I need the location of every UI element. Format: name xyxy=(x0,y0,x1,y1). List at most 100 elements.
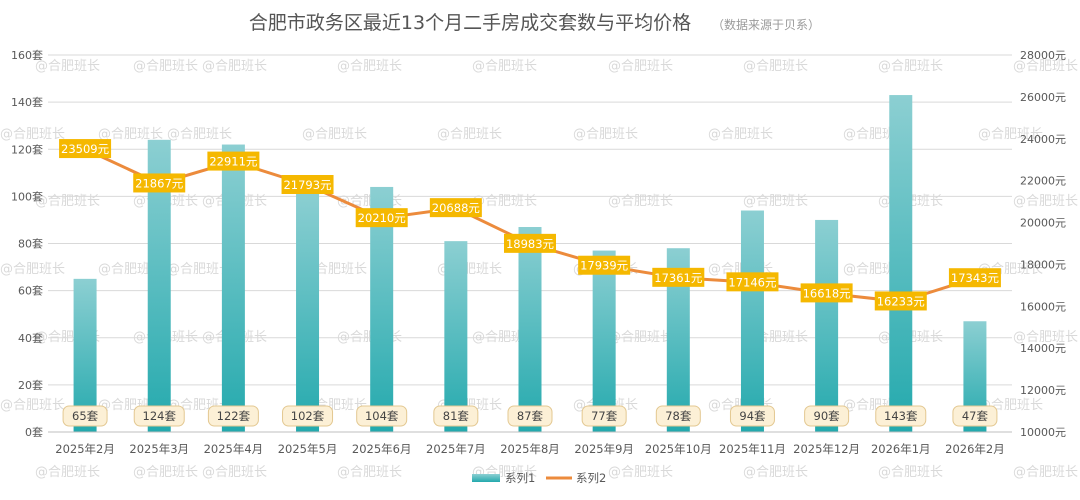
x-tick-label: 2025年9月 xyxy=(574,442,634,456)
y-right-tick-label: 24000元 xyxy=(1020,133,1066,146)
watermark-text: @合肥班长 xyxy=(1013,194,1078,209)
watermark-text: @合肥班长 xyxy=(0,127,65,142)
watermark-text: @合肥班长 xyxy=(743,59,808,74)
watermark-text: @合肥班长 xyxy=(472,59,537,74)
bar-label-box xyxy=(804,405,850,427)
watermark-text: @合肥班长 xyxy=(608,194,673,209)
line-data-label: 16618元 xyxy=(803,286,852,300)
x-tick-label: 2025年3月 xyxy=(129,442,189,456)
y-right-tick-label: 20000元 xyxy=(1020,217,1066,230)
watermark-text: @合肥班长 xyxy=(98,127,163,142)
bar-label-box xyxy=(133,405,185,427)
x-tick-label: 2025年8月 xyxy=(500,442,560,456)
legend-swatch-series1 xyxy=(472,474,500,482)
watermark-text: @合肥班长 xyxy=(743,194,808,209)
bar-data-label: 65套 xyxy=(72,409,99,423)
line-label-box xyxy=(800,283,853,303)
y-right-tick-label: 18000元 xyxy=(1020,258,1066,271)
bar-label-box xyxy=(507,405,553,427)
watermark-text: @合肥班长 xyxy=(35,59,100,74)
y-right-tick-label: 22000元 xyxy=(1020,175,1066,188)
line-label-box xyxy=(59,139,112,159)
x-tick-label: 2025年7月 xyxy=(426,442,486,456)
y-right-tick-label: 10000元 xyxy=(1020,426,1066,439)
line-label-box xyxy=(429,198,482,218)
line-label-box xyxy=(726,272,779,292)
line-label-box xyxy=(133,173,186,193)
x-tick-label: 2026年2月 xyxy=(945,442,1005,456)
bar-data-label: 104套 xyxy=(365,409,399,423)
bar-data-label: 90套 xyxy=(814,409,841,423)
bar xyxy=(518,227,542,432)
bar-label-box xyxy=(952,405,998,427)
x-tick-label: 2025年6月 xyxy=(352,442,412,456)
watermark-text: @合肥班长 xyxy=(573,127,638,142)
line-data-label: 20210元 xyxy=(358,211,407,225)
y-right-tick-label: 28000元 xyxy=(1020,49,1066,62)
bar-data-label: 78套 xyxy=(665,409,692,423)
watermark-text: @合肥班长 xyxy=(743,465,808,480)
bar-data-label: 143套 xyxy=(884,409,918,423)
line-label-box xyxy=(652,267,705,287)
bar-label-box xyxy=(581,405,627,427)
watermark-text: @合肥班长 xyxy=(133,465,198,480)
x-tick-label: 2025年12月 xyxy=(793,442,860,456)
bar-data-labels: 65套 124套 122套 102套 104套 81套 87套 77套 78套 94套 90套 143… xyxy=(62,405,998,427)
line-data-label: 23509元 xyxy=(61,142,110,156)
line-data-label: 21867元 xyxy=(135,176,184,190)
watermark-text: @合肥班长 xyxy=(302,127,367,142)
line-label-box xyxy=(578,255,631,275)
bar xyxy=(815,219,839,432)
line-data-labels: 23509元 21867元 22911元 21793元 20210元 20688元 1898… xyxy=(59,139,1001,311)
y-left-tick-label: 140套 xyxy=(11,96,43,109)
watermark-text: @合肥班长 xyxy=(202,59,267,74)
y-axis-left: 0套 20套 40套 60套 80套 100套 120套 140套 160套 xyxy=(11,49,43,439)
y-left-tick-label: 160套 xyxy=(11,49,43,62)
x-tick-label: 2025年11月 xyxy=(719,442,786,456)
bar-data-label: 124套 xyxy=(143,409,177,423)
line-data-label: 22911元 xyxy=(209,155,258,169)
line-data-label: 17361元 xyxy=(654,271,703,285)
bar xyxy=(963,321,987,432)
bar-label-box xyxy=(207,405,259,427)
bar-data-label: 102套 xyxy=(291,409,325,423)
line-label-box xyxy=(281,175,334,195)
bar-data-label: 81套 xyxy=(443,409,470,423)
x-tick-label: 2025年4月 xyxy=(204,442,264,456)
watermark-text: @合肥班长 xyxy=(708,127,773,142)
line-data-label: 21793元 xyxy=(283,178,332,192)
bar-data-label: 77套 xyxy=(591,409,618,423)
bar xyxy=(296,191,320,432)
bar-data-label: 94套 xyxy=(739,409,766,423)
line-label-box xyxy=(355,208,408,228)
watermark-text: @合肥班长 xyxy=(1013,59,1078,74)
bar xyxy=(740,210,764,432)
watermark-text: @合肥班长 xyxy=(437,127,502,142)
line-data-label: 20688元 xyxy=(432,201,481,215)
x-tick-label: 2025年5月 xyxy=(278,442,338,456)
bar xyxy=(221,144,245,432)
bar xyxy=(666,248,690,432)
legend: 系列1 系列2 xyxy=(472,471,606,485)
y-right-tick-label: 16000元 xyxy=(1020,300,1066,313)
bar xyxy=(592,250,616,432)
line-label-box xyxy=(207,151,260,171)
legend-label-series2: 系列2 xyxy=(576,471,606,485)
watermark-text: @合肥班长 xyxy=(472,194,537,209)
watermark-text: @合肥班长 xyxy=(202,465,267,480)
watermark-text: @合肥班长 xyxy=(1013,465,1078,480)
bar-series xyxy=(73,95,987,433)
line-data-label: 16233元 xyxy=(877,294,926,308)
watermark-text: @合肥班长 xyxy=(878,59,943,74)
y-left-tick-label: 60套 xyxy=(18,285,43,298)
bar-data-label: 87套 xyxy=(517,409,544,423)
bar-data-label: 122套 xyxy=(217,409,251,423)
watermark-text: @合肥班长 xyxy=(1013,330,1078,345)
bar xyxy=(147,139,171,432)
x-axis: 2025年2月 2025年3月 2025年4月 2025年5月 2025年6月 2025年… xyxy=(48,431,1012,456)
y-left-tick-label: 40套 xyxy=(18,332,43,345)
bar xyxy=(73,278,97,432)
chart-subtitle: （数据来源于贝系） xyxy=(712,17,820,32)
bar-label-box xyxy=(875,405,927,427)
